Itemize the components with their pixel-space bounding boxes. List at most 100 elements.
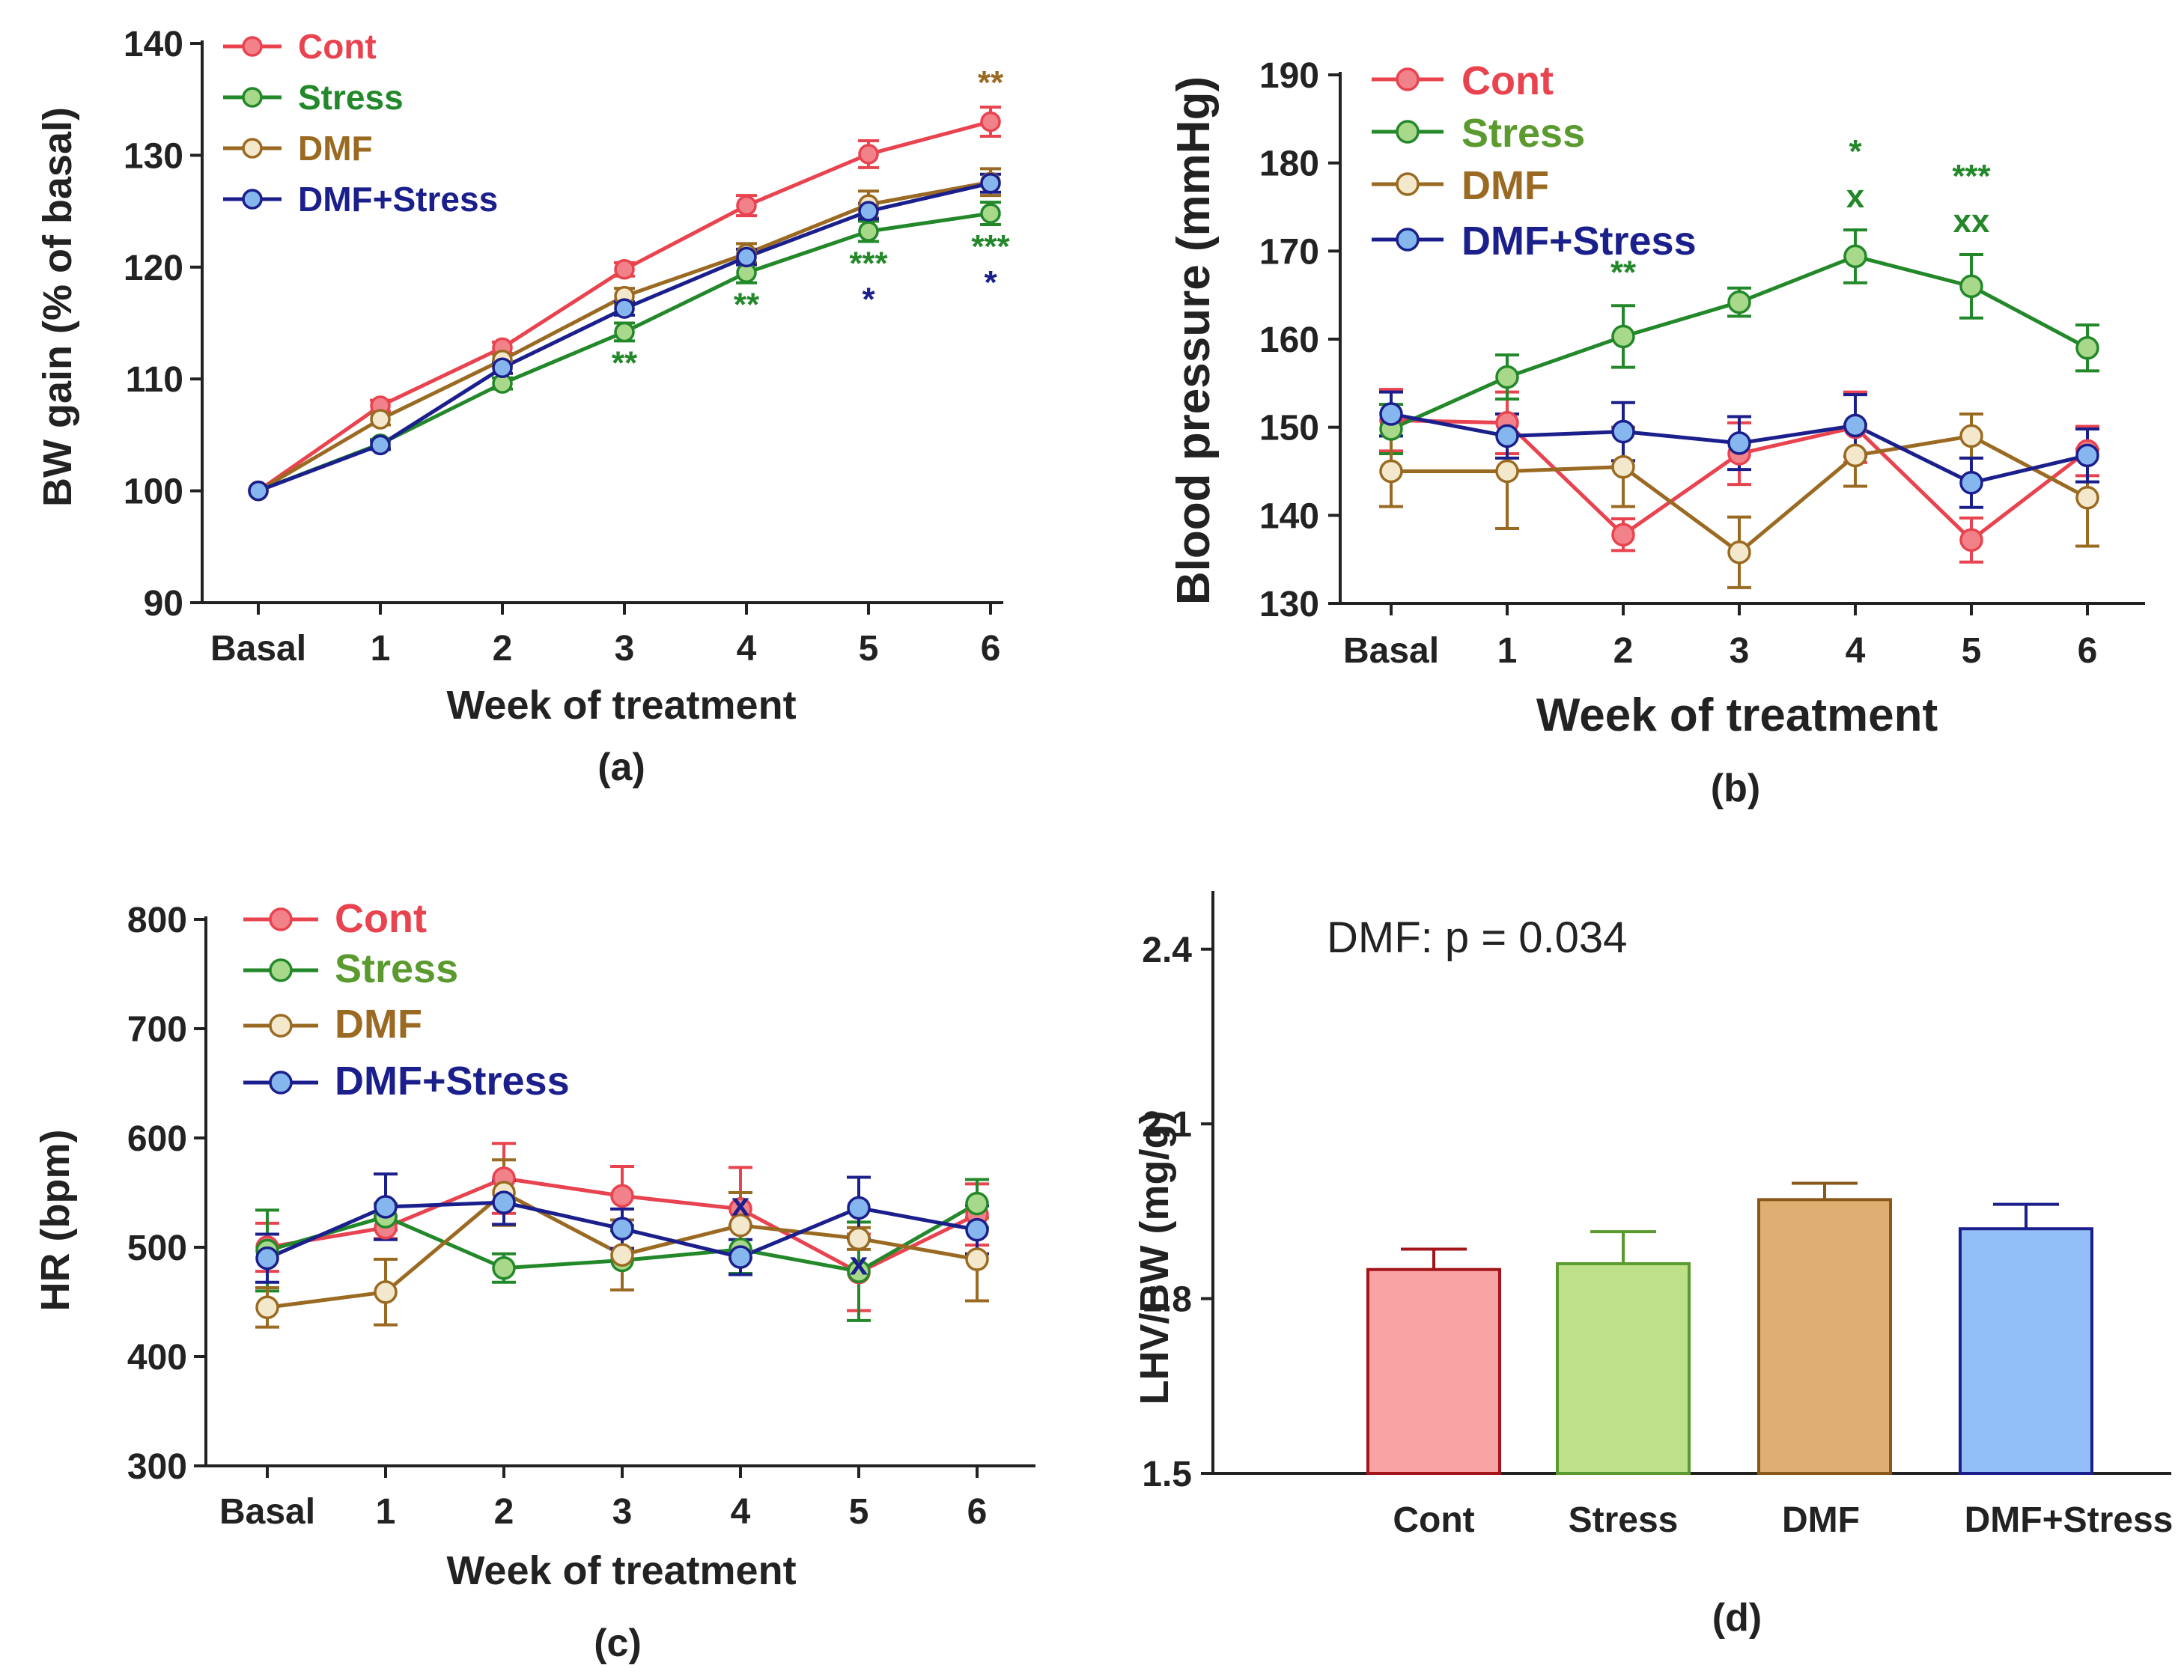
- significance-mark: *: [1849, 133, 1862, 170]
- dmfstress-data-point: [1843, 413, 1867, 438]
- panel-d-xtick: Cont: [1393, 1500, 1474, 1540]
- legend-label-cont: Cont: [298, 27, 377, 66]
- dmfstress-data-point: [1727, 431, 1751, 455]
- dmfstress-data-point: [980, 173, 1001, 194]
- significance-mark: **: [978, 64, 1004, 101]
- panel-a-xtick: 6: [981, 629, 1001, 669]
- panel-d-label: (d): [1712, 1596, 1762, 1640]
- bar-cont: [1366, 1267, 1501, 1475]
- panel-c-ytick: 500: [127, 1229, 187, 1268]
- panel-c-legend: Cont Stress DMF DMF+Stress: [243, 896, 570, 1104]
- panel-b-ytick: 170: [1259, 232, 1319, 272]
- panel-c-x-axis-label: Week of treatment: [446, 1548, 796, 1593]
- cont-data-point: [610, 1184, 634, 1208]
- stress-data-point: [1727, 290, 1751, 314]
- cont-data-point: [980, 111, 1001, 133]
- dmfstress-data-point: [492, 1190, 516, 1214]
- legend-label-cont: Cont: [335, 896, 427, 941]
- panel-a-ytick: 110: [126, 360, 183, 400]
- legend-marker-cont: [1396, 67, 1420, 91]
- cont-data-point: [614, 259, 635, 280]
- panel-c-annotations: x x: [731, 1187, 869, 1282]
- panel-a-bw-gain: 90 100 110 120 130 140 Basal 1 2 3 4 5 6…: [35, 25, 1011, 789]
- dmfstress-data-point: [847, 1196, 871, 1220]
- panel-a-x-axis-label: Week of treatment: [446, 683, 796, 728]
- panel-b-x-axis-label: Week of treatment: [1536, 690, 1938, 741]
- stress-data-point: [492, 1256, 516, 1280]
- stress-data-point: [2075, 336, 2099, 360]
- dmf-data-point: [1727, 541, 1751, 564]
- cont-data-point: [858, 144, 879, 165]
- dmfstress-data-point: [728, 1245, 752, 1269]
- panel-a-legend: Cont Stress DMF DMF+Stress: [223, 27, 498, 219]
- stress-data-point: [858, 221, 879, 242]
- dmfstress-data-point: [610, 1217, 634, 1241]
- panel-b-xtick: 2: [1613, 631, 1634, 671]
- dmf-data-point: [847, 1226, 871, 1251]
- panel-b-plot-area: [1328, 72, 2145, 615]
- panel-c-heart-rate: 300 400 500 600 700 800 Basal 1 2 3 4 5 …: [33, 896, 1035, 1665]
- panel-d-ytick: 1.8: [1142, 1280, 1192, 1320]
- panel-c-xtick: 1: [376, 1492, 396, 1532]
- panel-a-xtick: 5: [859, 629, 879, 669]
- cont-data-point: [1959, 528, 1983, 553]
- dmf-data-point: [1611, 454, 1635, 479]
- stress-data-point: [980, 203, 1001, 224]
- panel-d-xtick: DMF: [1782, 1500, 1860, 1540]
- significance-mark: ***: [1952, 158, 1991, 195]
- dmfstress-data-point: [614, 298, 635, 319]
- panel-d-xtick: Stress: [1569, 1500, 1679, 1540]
- significance-mark: ***: [849, 245, 888, 281]
- dmfstress-data-point: [858, 201, 879, 222]
- dmf-data-point: [1379, 459, 1403, 484]
- stress-data-point: [965, 1191, 989, 1216]
- stress-data-point: [1959, 274, 1983, 299]
- legend-label-dmf-stress: DMF+Stress: [1461, 219, 1697, 264]
- panel-b-ytick: 140: [1259, 496, 1319, 536]
- stress-data-point: [614, 321, 635, 343]
- panel-d-ytick: 2.1: [1142, 1105, 1192, 1145]
- legend-marker-dmfstress: [269, 1071, 293, 1095]
- panel-b-ytick: 130: [1259, 585, 1319, 624]
- stress-series-line: [1390, 254, 2089, 431]
- dmfstress-data-point: [1495, 424, 1519, 448]
- panel-c-label: (c): [594, 1622, 642, 1665]
- significance-mark: **: [1610, 254, 1637, 290]
- significance-mark: *: [984, 264, 997, 301]
- panel-d-lhv-bar-chart: 1.5 1.8 2.1 2.4 Cont Stress DMF DMF+Stre…: [1132, 891, 2173, 1640]
- legend-label-dmf: DMF: [335, 1002, 422, 1047]
- legend-label-dmf: DMF: [298, 129, 373, 168]
- panel-c-ytick: 600: [127, 1119, 187, 1159]
- panel-b-ytick: 190: [1259, 56, 1319, 96]
- legend-marker-cont: [269, 907, 293, 931]
- legend-label-cont: Cont: [1461, 58, 1554, 103]
- panel-a-x-ticks: Basal 1 2 3 4 5 6: [210, 629, 1000, 669]
- panel-c-x-ticks: Basal 1 2 3 4 5 6: [219, 1492, 987, 1532]
- dmfstress-data-point: [736, 246, 757, 268]
- panel-c-ytick: 300: [127, 1447, 187, 1487]
- panel-b-ytick: 180: [1259, 144, 1319, 184]
- panel-a-y-ticks: 90 100 110 120 130 140: [124, 25, 183, 624]
- dmfstress-data-point: [255, 1246, 279, 1270]
- dmf-data-point: [1495, 459, 1519, 484]
- dmfstress-data-point: [1959, 471, 1983, 495]
- bar-dmf-stress: [1959, 1227, 2093, 1475]
- panel-b-blood-pressure: 130 140 150 160 170 180 190 Basal 1 2 3 …: [1168, 56, 2145, 810]
- panel-d-y-axis-label: LHV/BW (mg/g): [1132, 1111, 1177, 1405]
- panel-b-legend: Cont Stress DMF DMF+Stress: [1372, 58, 1697, 264]
- significance-mark: **: [612, 344, 638, 381]
- panel-a-xtick: 4: [737, 629, 757, 669]
- legend-label-dmf: DMF: [1461, 163, 1549, 208]
- dmfstress-data-point: [1611, 419, 1635, 444]
- significance-mark: xx: [1953, 203, 1990, 240]
- panel-c-plot-area: [194, 916, 1035, 1478]
- panel-c-y-ticks: 300 400 500 600 700 800: [127, 901, 187, 1487]
- panel-d-plot-area: [1201, 891, 2171, 1476]
- dmf-data-point: [1959, 424, 1983, 448]
- panel-c-y-axis-label: HR (bpm): [33, 1130, 78, 1312]
- panel-d-ytick: 1.5: [1142, 1455, 1192, 1494]
- panel-b-y-axis-label: Blood pressure (mmHg): [1168, 76, 1220, 605]
- panel-b-y-ticks: 130 140 150 160 170 180 190: [1259, 56, 1319, 624]
- dmf-data-point: [965, 1247, 989, 1271]
- panel-a-ytick: 140: [124, 25, 183, 64]
